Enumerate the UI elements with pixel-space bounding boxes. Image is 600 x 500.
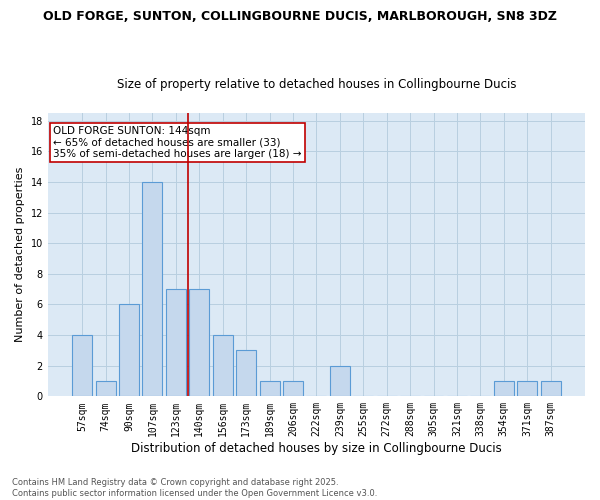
Text: OLD FORGE, SUNTON, COLLINGBOURNE DUCIS, MARLBOROUGH, SN8 3DZ: OLD FORGE, SUNTON, COLLINGBOURNE DUCIS, … (43, 10, 557, 23)
Text: OLD FORGE SUNTON: 144sqm
← 65% of detached houses are smaller (33)
35% of semi-d: OLD FORGE SUNTON: 144sqm ← 65% of detach… (53, 126, 302, 159)
Bar (330, 366, 350, 396)
Bar (213, 335, 233, 396)
Bar (494, 381, 514, 396)
Bar (142, 182, 163, 396)
Bar (260, 381, 280, 396)
Bar (541, 381, 560, 396)
Bar (236, 350, 256, 397)
Bar (72, 335, 92, 396)
Y-axis label: Number of detached properties: Number of detached properties (15, 167, 25, 342)
Bar (190, 289, 209, 397)
Bar (166, 289, 186, 397)
Bar (283, 381, 303, 396)
Title: Size of property relative to detached houses in Collingbourne Ducis: Size of property relative to detached ho… (116, 78, 516, 91)
Text: Contains HM Land Registry data © Crown copyright and database right 2025.
Contai: Contains HM Land Registry data © Crown c… (12, 478, 377, 498)
Bar (119, 304, 139, 396)
X-axis label: Distribution of detached houses by size in Collingbourne Ducis: Distribution of detached houses by size … (131, 442, 502, 455)
Bar (517, 381, 537, 396)
Bar (95, 381, 116, 396)
